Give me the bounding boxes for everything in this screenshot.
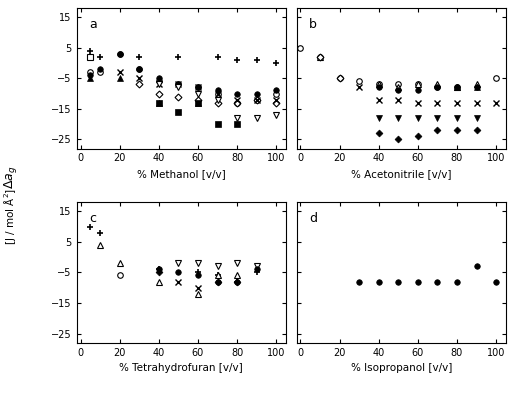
X-axis label: % Isopropanol [v/v]: % Isopropanol [v/v] bbox=[351, 363, 452, 373]
Text: $\Delta a_g$: $\Delta a_g$ bbox=[2, 165, 19, 189]
X-axis label: % Acetonitrile [v/v]: % Acetonitrile [v/v] bbox=[351, 169, 451, 179]
X-axis label: % Tetrahydrofuran [v/v]: % Tetrahydrofuran [v/v] bbox=[120, 363, 243, 373]
Text: a: a bbox=[89, 18, 97, 31]
Text: d: d bbox=[309, 212, 317, 225]
Text: [J / mol Å$^2$]: [J / mol Å$^2$] bbox=[2, 188, 18, 245]
Text: b: b bbox=[309, 18, 317, 31]
X-axis label: % Methanol [v/v]: % Methanol [v/v] bbox=[137, 169, 226, 179]
Text: c: c bbox=[89, 212, 96, 225]
